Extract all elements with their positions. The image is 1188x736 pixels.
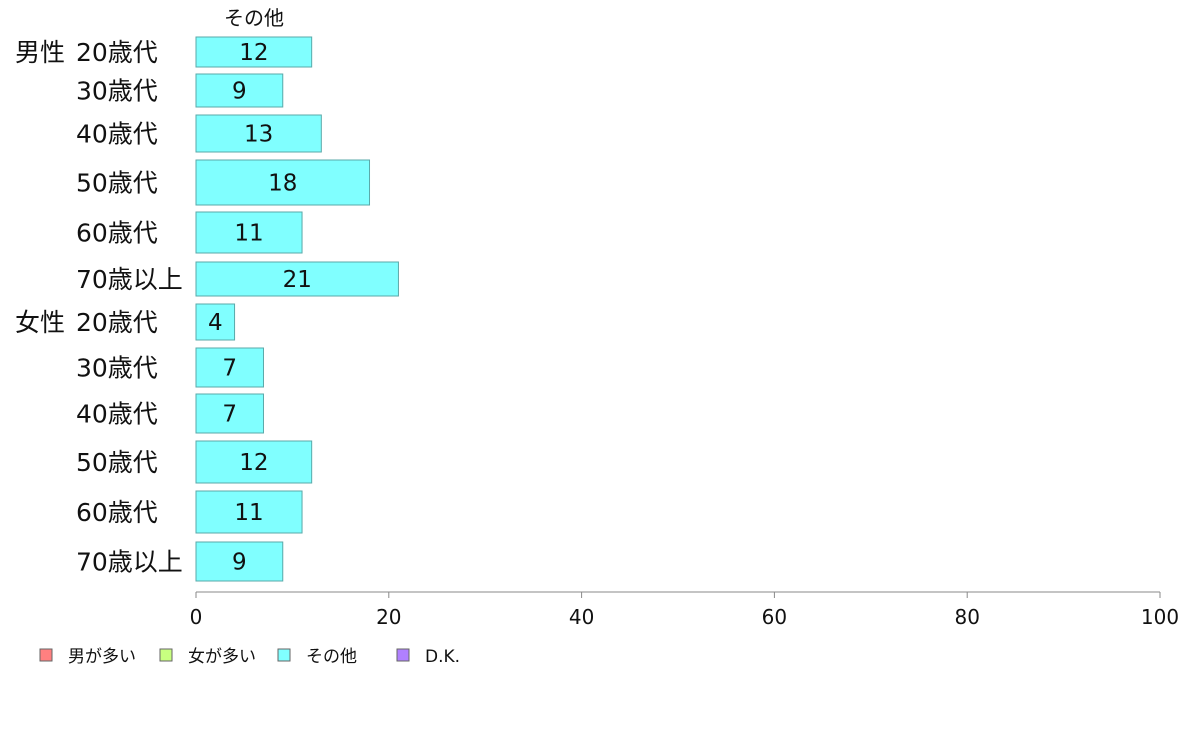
bar-male-2 — [195, 114, 322, 153]
data-label: 18 — [268, 171, 297, 197]
group-label: 男性 — [15, 38, 65, 67]
bar-female-1 — [195, 347, 264, 388]
row-label: 30歳代 — [76, 354, 158, 383]
x-tick-label: 60 — [762, 605, 787, 629]
row-label: 40歳代 — [76, 120, 158, 149]
legend-label: 女が多い — [188, 647, 256, 667]
row-label: 70歳以上 — [76, 265, 183, 294]
x-tick-label: 40 — [569, 605, 594, 629]
data-label: 11 — [234, 500, 263, 526]
row-labels: 20歳代男性30歳代40歳代50歳代60歳代70歳以上20歳代女性30歳代40歳… — [15, 38, 183, 577]
row-label: 70歳以上 — [76, 548, 183, 577]
legend-swatch — [159, 648, 173, 662]
bar-male-3 — [195, 159, 371, 206]
row-label: 20歳代 — [76, 308, 158, 337]
x-axis: 0 20 40 60 80 100 — [190, 591, 1179, 629]
legend-label: その他 — [306, 647, 357, 667]
row-label: 50歳代 — [76, 448, 158, 477]
legend-label: 男が多い — [68, 647, 136, 667]
data-label: 12 — [239, 40, 268, 66]
row-label: 50歳代 — [76, 169, 158, 198]
legend-swatch — [39, 648, 53, 662]
bar-male-0 — [195, 36, 313, 68]
bar-male-5 — [195, 261, 399, 297]
data-label: 12 — [239, 450, 268, 476]
legend-swatch — [277, 648, 291, 662]
row-label: 30歳代 — [76, 77, 158, 106]
series-header: その他 — [224, 6, 284, 30]
x-tick-label: 0 — [190, 605, 203, 629]
row-label: 40歳代 — [76, 400, 158, 429]
x-tick-label: 20 — [376, 605, 401, 629]
bar-female-5 — [195, 541, 284, 582]
data-label: 9 — [232, 79, 247, 105]
data-label: 7 — [222, 356, 237, 382]
data-label: 21 — [283, 267, 312, 293]
bar-female-3 — [195, 440, 313, 484]
bar-male-4 — [195, 211, 303, 254]
legend: 男が多い 女が多い その他 D.K. — [39, 647, 460, 667]
data-label: 9 — [232, 550, 247, 576]
bar-female-2 — [195, 393, 264, 434]
data-label: 7 — [222, 402, 237, 428]
legend-swatch — [396, 648, 410, 662]
x-tick-label: 100 — [1141, 605, 1179, 629]
row-label: 60歳代 — [76, 219, 158, 248]
x-tick-label: 80 — [954, 605, 979, 629]
group-label: 女性 — [15, 308, 65, 337]
data-label: 4 — [208, 310, 223, 336]
bar-male-1 — [195, 73, 284, 108]
row-label: 20歳代 — [76, 38, 158, 67]
row-label: 60歳代 — [76, 498, 158, 527]
data-label: 11 — [234, 221, 263, 247]
bar-female-0 — [195, 303, 236, 341]
bar-female-4 — [195, 490, 303, 534]
data-label: 13 — [244, 122, 273, 148]
legend-label: D.K. — [425, 647, 460, 667]
